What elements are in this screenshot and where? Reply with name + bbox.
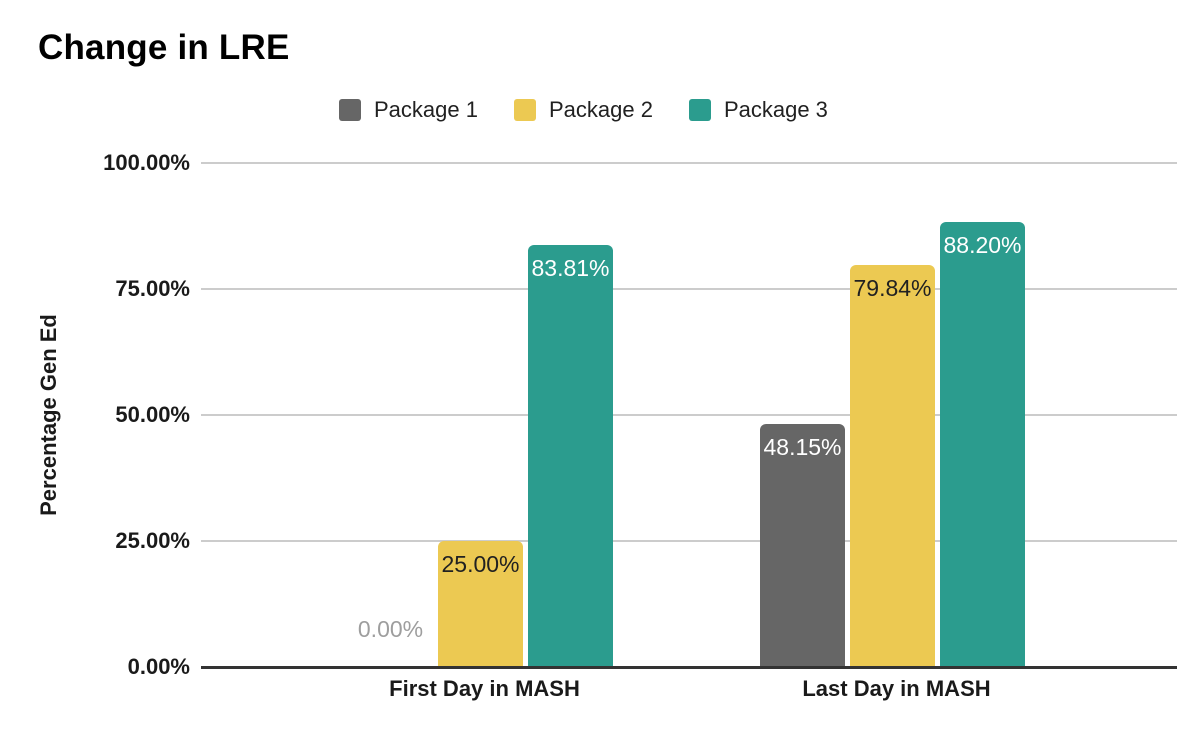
legend-item-package-1: Package 1: [339, 97, 478, 123]
gridline-25: [201, 540, 1177, 542]
bar-value-label: 83.81%: [531, 254, 610, 281]
legend-item-package-2: Package 2: [513, 97, 653, 123]
legend-label: Package 3: [723, 97, 828, 122]
x-axis-line: [201, 666, 1177, 669]
x-axis-category-label: First Day in MASH: [389, 676, 580, 701]
legend-item-package-3: Package 3: [688, 97, 828, 123]
bar-value-label: 25.00%: [441, 551, 520, 577]
gridline-75: [201, 288, 1177, 290]
bar-package-3-last-day-in-mash: [940, 222, 1025, 667]
gridline-100: [201, 162, 1177, 164]
bar-package-2-last-day-in-mash: [850, 264, 935, 667]
y-axis-tick-label: 100.00%: [103, 150, 190, 175]
zero-value-label: 0.00%: [357, 616, 424, 642]
y-axis-tick-label: 75.00%: [115, 276, 190, 301]
gridline-50: [201, 414, 1177, 416]
legend-swatch-package-1-icon: [339, 99, 361, 121]
legend-swatch-package-2-icon: [513, 99, 536, 121]
bar-package-1-last-day-in-mash: [760, 424, 845, 667]
bar-value-label: 48.15%: [763, 434, 842, 461]
legend-label: Package 1: [374, 97, 478, 122]
bar-value-label: 88.20%: [943, 232, 1022, 259]
legend-label: Package 2: [548, 97, 653, 122]
chart-legend: Package 1 Package 2 Package 3: [339, 97, 828, 123]
y-axis-tick-label: 0.00%: [127, 654, 190, 679]
bar-value-label: 79.84%: [853, 274, 932, 301]
legend-swatch-package-3-icon: [688, 99, 711, 121]
y-axis-tick-label: 50.00%: [115, 402, 190, 427]
y-axis-tick-label: 25.00%: [115, 528, 190, 553]
x-axis-category-label: Last Day in MASH: [802, 676, 991, 701]
chart-title: Change in LRE: [38, 28, 290, 67]
bar-package-3-first-day-in-mash: [528, 244, 613, 667]
bar-package-2-first-day-in-mash: [438, 541, 523, 667]
